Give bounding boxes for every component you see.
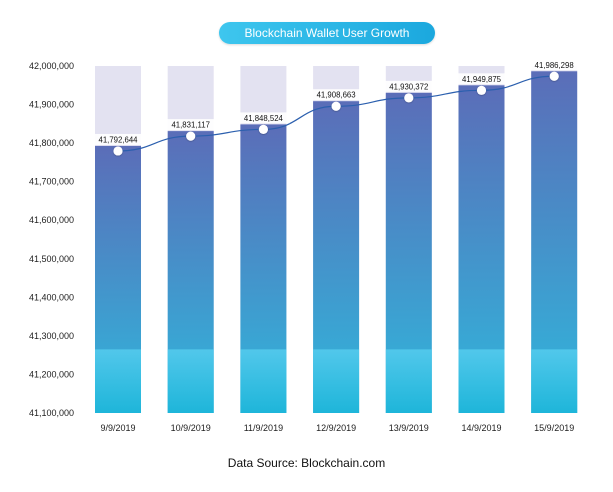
x-tick-label: 15/9/2019 <box>534 423 574 433</box>
x-tick-label: 11/9/2019 <box>244 423 283 433</box>
x-tick-label: 12/9/2019 <box>316 423 356 433</box>
bar-lower-band <box>240 349 287 413</box>
data-label: 41,986,298 <box>535 61 574 70</box>
bar-lower-band <box>167 349 214 413</box>
data-point <box>258 124 268 135</box>
y-tick-label: 41,400,000 <box>29 292 74 302</box>
y-tick-label: 41,300,000 <box>29 331 74 341</box>
y-tick-label: 41,500,000 <box>29 254 74 264</box>
bar-lower-band <box>458 349 505 413</box>
data-label-box <box>310 89 363 101</box>
data-label-box <box>528 59 581 71</box>
y-tick-label: 41,800,000 <box>29 138 74 148</box>
bar-lower-band <box>531 349 578 413</box>
data-label: 41,792,644 <box>98 135 138 144</box>
y-tick-label: 41,200,000 <box>29 369 74 379</box>
y-tick-label: 42,000,000 <box>29 61 74 71</box>
x-tick-label: 13/9/2019 <box>389 423 429 433</box>
x-tick-label: 10/9/2019 <box>171 423 211 433</box>
data-label: 41,908,663 <box>317 91 356 100</box>
x-tick-label: 14/9/2019 <box>461 423 501 433</box>
y-tick-label: 41,100,000 <box>29 408 74 418</box>
data-label: 41,949,875 <box>462 75 502 84</box>
data-point <box>331 101 341 111</box>
data-label-box <box>455 73 508 85</box>
data-label-box <box>382 80 435 92</box>
bar-lower-band <box>313 349 360 413</box>
bar-lower-band <box>95 349 141 413</box>
y-tick-label: 41,700,000 <box>29 177 74 187</box>
data-label: 41,930,372 <box>389 82 428 91</box>
data-point <box>476 85 487 95</box>
data-label-box <box>237 112 290 124</box>
data-label: 41,848,524 <box>244 114 284 123</box>
data-label-box <box>92 133 144 145</box>
data-point <box>113 146 123 156</box>
data-point <box>549 71 559 81</box>
data-label: 41,831,117 <box>171 121 209 130</box>
data-label-box <box>164 119 217 131</box>
data-source-note: Data Source: Blockchain.com <box>227 456 386 470</box>
data-point <box>404 93 414 103</box>
x-tick-label: 9/9/2019 <box>100 423 135 433</box>
chart-title: Blockchain Wallet User Growth <box>219 22 435 44</box>
bar-lower-band <box>385 349 432 413</box>
data-point <box>186 131 196 141</box>
y-tick-label: 41,600,000 <box>29 215 74 225</box>
y-tick-label: 41,900,000 <box>29 100 74 110</box>
